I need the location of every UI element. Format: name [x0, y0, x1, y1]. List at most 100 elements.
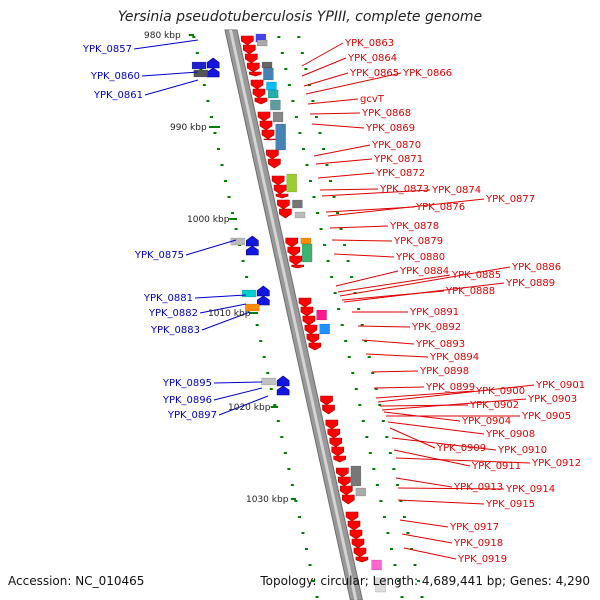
reverse-gene-arrow — [302, 315, 316, 326]
gene-label: YPK_0911 — [471, 461, 521, 472]
leader-line — [301, 42, 344, 67]
scale-dot — [259, 340, 263, 342]
scale-dot — [326, 260, 330, 262]
reverse-gene-arrow — [261, 129, 275, 140]
scale-dot — [195, 52, 199, 54]
reverse-gene-arrow — [298, 297, 312, 308]
scale-dot — [395, 484, 399, 486]
scale-dot — [386, 532, 390, 534]
scale-dot — [234, 228, 238, 230]
gene-feature-box — [193, 69, 209, 78]
backbone-highlight — [229, 30, 358, 600]
leader-line — [331, 239, 393, 242]
gene-feature-box — [256, 39, 268, 47]
reverse-gene-arrow — [333, 455, 347, 463]
gene-label: YPK_0903 — [527, 394, 577, 405]
leader-line — [395, 477, 453, 488]
gene-feature-box — [300, 237, 312, 245]
scale-dot — [192, 36, 196, 38]
reverse-gene-arrow — [289, 255, 303, 266]
scale-dot — [339, 228, 343, 230]
gene-label: YPK_0864 — [347, 53, 397, 64]
scale-dot — [312, 196, 316, 198]
scale-dot — [399, 500, 403, 502]
leader-line — [319, 188, 379, 191]
scale-dot — [202, 84, 206, 86]
gene-label: YPK_0914 — [505, 484, 555, 495]
scale-dot — [360, 324, 364, 326]
gene-label: YPK_0892 — [411, 322, 461, 333]
gene-label: YPK_0868 — [361, 108, 411, 119]
gene-label: YPK_0872 — [375, 168, 425, 179]
gene-feature-box — [270, 99, 281, 111]
scale-dot — [400, 596, 404, 598]
scale-dot — [393, 564, 397, 566]
gene-label: YPK_0857 — [82, 44, 132, 55]
scale-dot — [382, 516, 386, 518]
scale-dot — [305, 164, 309, 166]
gene-label: YPK_0873 — [379, 184, 429, 195]
scale-dot — [284, 68, 288, 70]
scale-dot — [378, 404, 382, 406]
gene-label: YPK_0883 — [150, 325, 200, 336]
gene-feature-box — [263, 67, 274, 81]
gene-label: YPK_0863 — [344, 38, 394, 49]
scale-dot — [319, 228, 323, 230]
gene-label: YPK_0871 — [373, 154, 423, 165]
scale-dot — [389, 548, 393, 550]
scale-dot — [340, 324, 344, 326]
scale-dot — [347, 356, 351, 358]
scale-dot — [392, 468, 396, 470]
scale-dot — [329, 180, 332, 182]
leader-line — [313, 144, 371, 157]
scale-dot — [216, 148, 220, 150]
reverse-gene-arrow — [273, 184, 287, 195]
gene-label: YPK_0898 — [419, 366, 469, 377]
scale-dot — [379, 500, 383, 502]
scale-dot — [375, 484, 379, 486]
reverse-gene-arrow — [308, 342, 322, 351]
leader-line — [329, 225, 389, 229]
scale-dot — [269, 388, 273, 390]
scale-dot — [316, 212, 320, 214]
leader-line — [305, 72, 402, 95]
scale-label: 1020 kbp — [228, 403, 271, 413]
scale-dot — [290, 484, 294, 486]
leader-line — [311, 123, 365, 129]
gene-label: YPK_0904 — [461, 416, 511, 427]
gene-label: YPK_0902 — [469, 400, 519, 411]
reverse-gene-arrow — [336, 467, 349, 478]
gene-feature-box — [375, 577, 386, 593]
scale-dot — [231, 212, 235, 214]
leader-line — [317, 172, 375, 179]
scale-dot — [291, 100, 295, 102]
gene-feature-box — [261, 61, 273, 69]
leader-line — [307, 98, 359, 105]
gene-label: YPK_0909 — [436, 443, 486, 454]
scale-dot — [227, 196, 231, 198]
scale-dot — [307, 84, 311, 86]
scale-dot — [273, 404, 277, 406]
scale-dot — [245, 276, 249, 278]
leader-line — [393, 449, 471, 467]
scale-dot — [374, 388, 378, 390]
reverse-gene-arrow — [250, 79, 264, 90]
leader-line — [337, 274, 451, 293]
scale-dot — [358, 404, 362, 406]
gene-label: YPK_0881 — [143, 293, 193, 304]
reverse-gene-arrow — [351, 538, 365, 549]
gene-label: YPK_0860 — [90, 71, 140, 82]
label-leader-lines — [133, 39, 535, 560]
reverse-gene-arrow — [243, 44, 256, 55]
scale-dot — [409, 548, 413, 550]
reverse-gene-arrow — [241, 35, 254, 46]
gene-label: YPK_0880 — [395, 252, 445, 263]
leader-line — [301, 57, 347, 77]
leader-line — [395, 457, 531, 464]
forward-gene-arrow — [257, 285, 270, 297]
scale-dot — [351, 372, 355, 374]
reverse-gene-arrow — [279, 208, 292, 219]
scale-dot — [280, 436, 284, 438]
scale-dot — [308, 564, 312, 566]
scale-dot — [262, 356, 266, 358]
